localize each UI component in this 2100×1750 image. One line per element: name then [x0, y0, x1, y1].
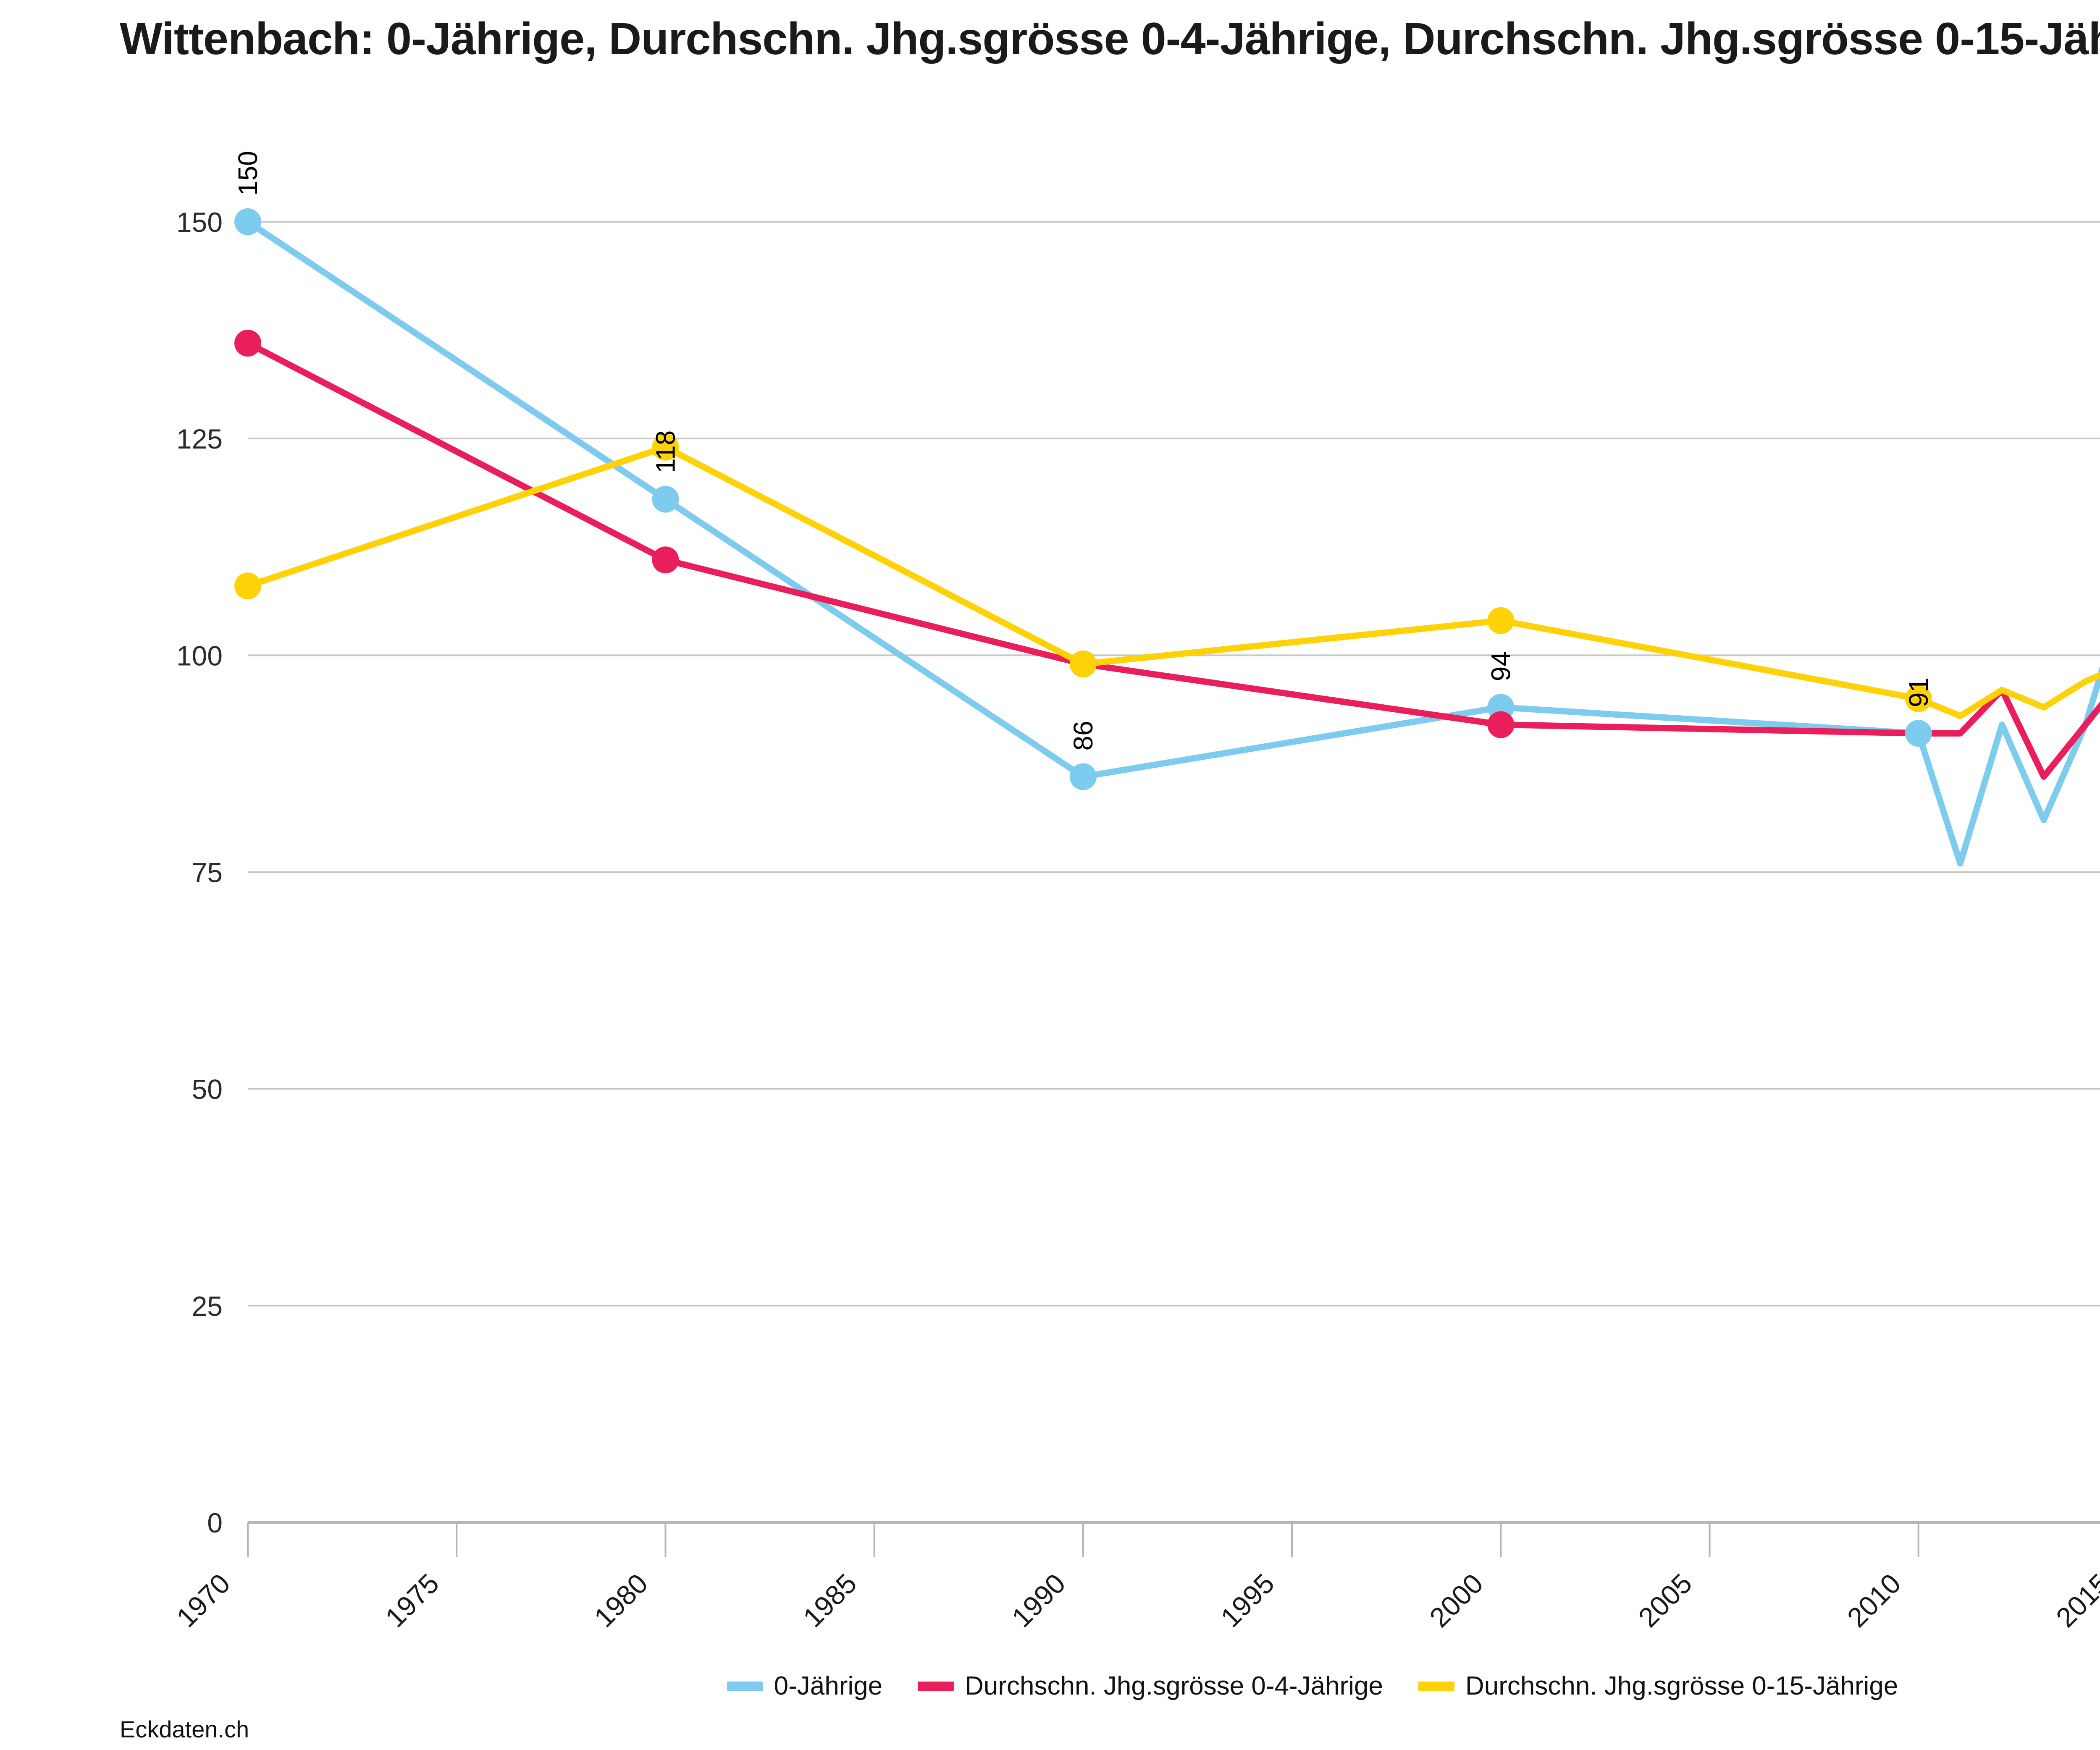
y-axis-tick-label: 150 [176, 207, 223, 238]
x-axis-tick-label: 2005 [1632, 1568, 1698, 1633]
point-labels-group: 1501188694911088173 [233, 151, 1934, 750]
x-axis-tick-label: 2000 [1423, 1568, 1489, 1633]
x-axis-tick-label: 1990 [1006, 1568, 1071, 1633]
chart-legend: 0-Jährige Durchschn. Jhg.sgrösse 0-4-Jäh… [0, 1663, 2100, 1709]
x-axis-labels-group: 1970 1975 1980 1985 1990 1995 2000 2005 2010 2015… [171, 1568, 2100, 1633]
x-axis-group [247, 1521, 2100, 1557]
x-axis-tick-label: 1975 [379, 1568, 445, 1633]
data-point-marker [1069, 763, 1097, 790]
data-point-marker [1487, 711, 1515, 738]
legend-swatch-durchschn-0-15 [1418, 1682, 1454, 1691]
legend-swatch-0-jaehrige [727, 1682, 763, 1691]
data-point-marker [1487, 607, 1515, 634]
y-axis-tick-label: 75 [192, 857, 223, 888]
legend-item-0-jaehrige[interactable]: 0-Jährige [727, 1673, 882, 1699]
y-axis-tick-label: 125 [176, 423, 223, 454]
series-group [244, 218, 2100, 867]
legend-label-durchschn-0-15: Durchschn. Jhg.sgrösse 0-15-Jährige [1465, 1671, 1898, 1700]
legend-item-durchschn-0-4[interactable]: Durchschn. Jhg.sgrösse 0-4-Jährige [918, 1673, 1383, 1699]
data-point-marker [1905, 685, 1932, 712]
data-point-marker [652, 485, 679, 513]
legend-swatch-durchschn-0-4 [918, 1682, 954, 1691]
data-point-label: 94 [1486, 651, 1516, 681]
footer-source-brand: Eckdaten.ch [120, 1716, 249, 1742]
x-axis-tick-label: 2010 [1841, 1568, 1907, 1633]
line-chart: 0 25 50 75 100 125 150 1970 1975 1980 1985 1990 199… [171, 151, 2100, 1633]
series-line-0 [244, 218, 2100, 867]
y-axis-tick-label: 0 [207, 1507, 223, 1538]
y-axis-tick-label: 100 [176, 640, 223, 671]
data-point-label: 150 [233, 151, 263, 196]
data-point-label: 86 [1068, 721, 1098, 750]
data-point-marker [1069, 650, 1097, 677]
chart-footer: Eckdaten.ch Quelle: BFS (STATPOP), BFS (… [0, 1708, 2100, 1750]
x-axis-tick-label: 1995 [1215, 1568, 1280, 1633]
data-point-marker [234, 208, 261, 235]
y-axis-labels-group: 0 25 50 75 100 125 150 [176, 207, 223, 1538]
markers-group [234, 208, 1932, 790]
legend-label-durchschn-0-4: Durchschn. Jhg.sgrösse 0-4-Jährige [965, 1671, 1383, 1700]
data-point-marker [652, 433, 679, 461]
y-axis-tick-label: 25 [192, 1291, 223, 1322]
legend-label-0-jaehrige: 0-Jährige [774, 1671, 883, 1700]
page-title: Wittenbach: 0-Jährige, Durchschn. Jhg.sg… [120, 13, 2100, 64]
gridlines-group [248, 221, 2100, 1523]
x-axis-tick-label: 1980 [588, 1568, 654, 1633]
data-point-marker [1905, 720, 1932, 747]
legend-item-durchschn-0-15[interactable]: Durchschn. Jhg.sgrösse 0-15-Jährige [1418, 1673, 1898, 1699]
chart-plot-area: 0 25 50 75 100 125 150 1970 1975 1980 1985 1990 199… [171, 151, 2100, 1633]
x-axis-tick-label: 1985 [797, 1568, 862, 1633]
x-axis-tick-label: 1970 [171, 1568, 236, 1633]
y-axis-tick-label: 50 [192, 1074, 223, 1105]
data-point-marker [652, 546, 679, 574]
data-point-marker [234, 330, 261, 357]
data-point-label: 118 [650, 430, 680, 473]
data-point-marker [234, 572, 261, 600]
data-point-label: 91 [1903, 677, 1934, 707]
x-axis-tick-label: 2015 [2050, 1568, 2100, 1633]
